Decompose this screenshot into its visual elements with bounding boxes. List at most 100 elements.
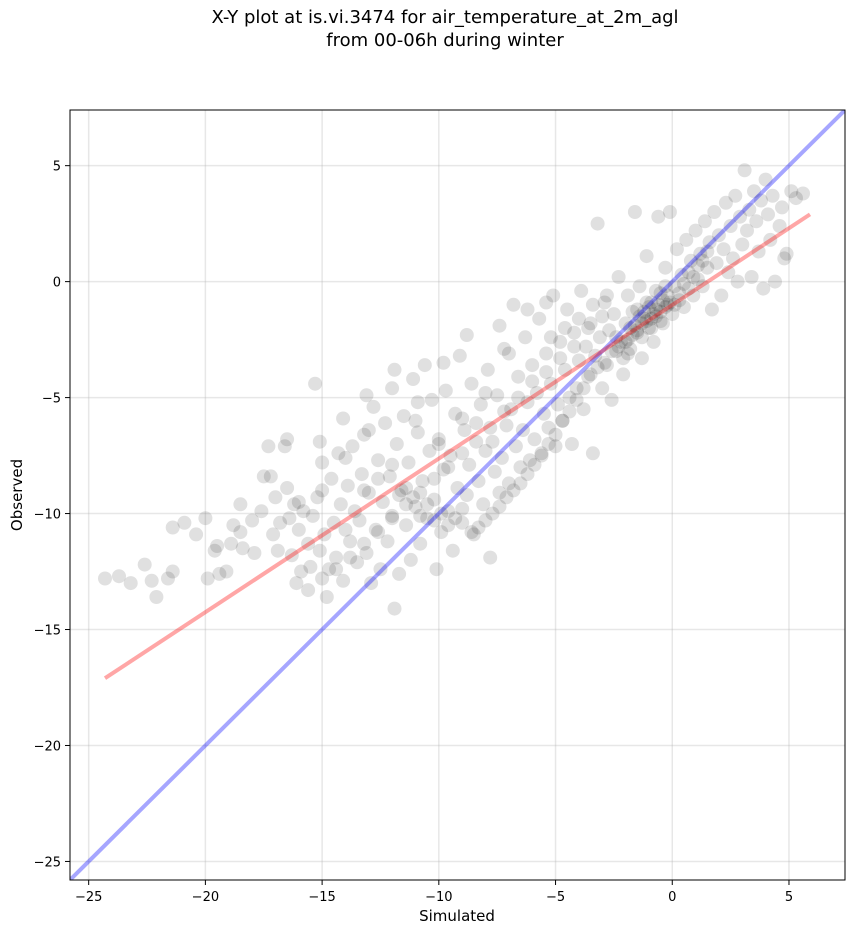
data-point (728, 188, 743, 203)
data-point (282, 511, 297, 526)
data-point (779, 246, 794, 261)
y-tick-label: −5 (42, 392, 61, 407)
data-point (385, 457, 400, 472)
data-point (585, 446, 600, 461)
data-point (261, 439, 276, 454)
x-tick-label: −20 (192, 890, 219, 905)
data-point (756, 281, 771, 296)
data-point (623, 341, 638, 356)
data-point (492, 485, 507, 500)
data-point (284, 548, 299, 563)
data-point (357, 536, 372, 551)
data-point (609, 344, 624, 359)
data-point (504, 402, 519, 417)
data-point (254, 504, 269, 519)
data-point (494, 450, 509, 465)
data-point (210, 539, 225, 553)
data-point (336, 411, 351, 426)
data-point (690, 258, 705, 273)
data-point (550, 397, 565, 412)
data-point (690, 272, 705, 287)
data-point (553, 351, 568, 366)
data-point (618, 334, 633, 349)
data-point (658, 300, 673, 315)
data-point (410, 425, 425, 440)
data-point (604, 392, 619, 407)
data-point (441, 518, 456, 533)
data-point (730, 274, 745, 289)
data-point (583, 316, 598, 331)
data-point (455, 515, 470, 530)
data-point (361, 423, 376, 438)
data-point (394, 483, 409, 498)
data-point (429, 562, 444, 577)
data-point (520, 302, 535, 317)
data-point (497, 404, 512, 419)
data-point (634, 316, 649, 331)
data-point (364, 576, 379, 591)
data-point (588, 348, 603, 363)
data-point (511, 390, 526, 405)
data-point (308, 376, 323, 391)
data-point (651, 297, 666, 312)
data-point (476, 497, 491, 512)
data-point (639, 314, 654, 329)
data-point (235, 541, 250, 556)
data-point (485, 434, 500, 449)
data-point (403, 552, 418, 567)
data-point (606, 307, 621, 322)
data-point (366, 399, 381, 414)
data-point (625, 328, 640, 342)
data-point (399, 518, 414, 533)
data-point (709, 256, 724, 271)
data-point (630, 302, 645, 317)
data-point (604, 344, 619, 359)
data-point (623, 321, 638, 335)
data-point (609, 330, 624, 345)
data-point (618, 316, 633, 331)
data-point (555, 413, 570, 428)
data-point (513, 476, 528, 491)
data-point (340, 478, 355, 493)
data-point (637, 304, 652, 319)
data-point (268, 490, 283, 505)
data-point (427, 513, 442, 528)
data-point (695, 279, 710, 294)
data-point (389, 437, 404, 451)
data-point (737, 163, 752, 178)
data-point (613, 334, 628, 349)
data-point (541, 420, 556, 435)
data-point (469, 416, 484, 431)
data-point (669, 242, 684, 257)
data-point (291, 522, 306, 537)
data-point (648, 302, 663, 317)
data-point (471, 520, 486, 535)
data-point (686, 270, 701, 284)
x-tick-label: 0 (668, 890, 676, 905)
data-point (576, 402, 591, 417)
data-point (380, 534, 395, 549)
data-point (401, 455, 416, 470)
data-point (315, 455, 330, 470)
data-point (469, 434, 484, 449)
data-point (361, 485, 376, 500)
data-point (490, 388, 505, 403)
data-point (532, 311, 547, 326)
data-point (441, 460, 456, 475)
data-point (754, 193, 768, 208)
data-point (305, 508, 320, 523)
data-point (137, 557, 152, 572)
data-point (497, 341, 512, 356)
data-point (478, 513, 493, 528)
data-point (441, 504, 456, 519)
data-point (726, 251, 740, 266)
data-point (627, 318, 642, 333)
data-point (644, 295, 659, 310)
data-point (674, 267, 689, 282)
data-point (749, 214, 764, 229)
data-point (641, 300, 656, 315)
data-point (301, 536, 316, 551)
chart-subtitle-line: from 00-06h during winter (326, 30, 564, 51)
data-point (422, 443, 437, 458)
data-point (695, 253, 710, 268)
